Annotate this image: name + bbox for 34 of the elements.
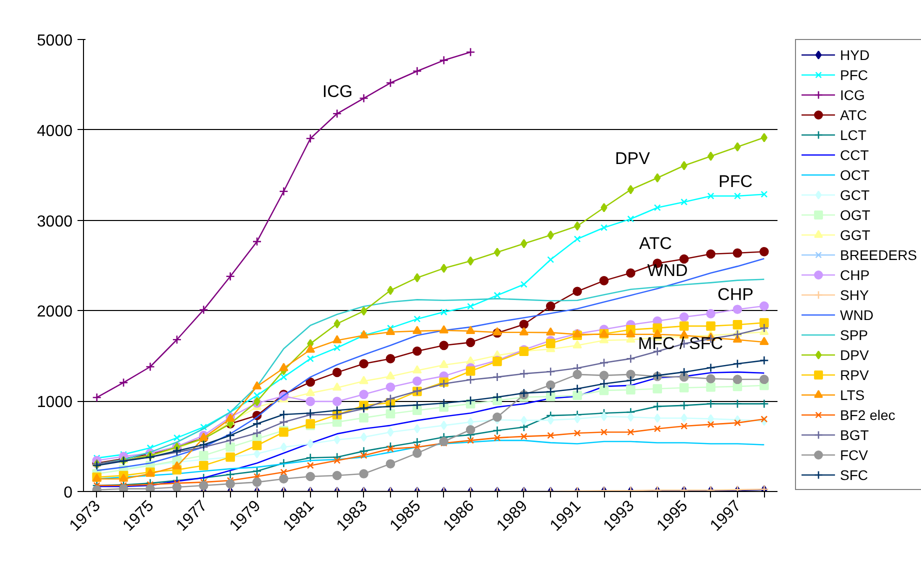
legend-label: BREEDERS: [840, 246, 918, 264]
legend-label: LTS: [840, 386, 865, 404]
legend-label: PFC: [840, 66, 868, 84]
legend-label: BGT: [840, 426, 869, 444]
legend-label: LCT: [840, 126, 866, 144]
legend-label: OGT: [840, 206, 870, 224]
annotation: ICG: [322, 82, 353, 101]
y-tick-label: 5000: [36, 32, 73, 50]
legend-label: SHY: [840, 286, 869, 304]
legend-label: ICG: [840, 86, 865, 104]
y-tick-label: 0: [64, 484, 73, 502]
legend-label: WND: [840, 306, 874, 324]
legend-label: GCT: [840, 186, 870, 204]
legend-label: CCT: [840, 146, 869, 164]
legend-label: HYD: [840, 46, 870, 64]
annotation: ATC: [639, 234, 672, 253]
legend-label: DPV: [840, 346, 869, 364]
y-tick-label: 4000: [36, 122, 73, 140]
legend-label: GGT: [840, 226, 870, 244]
annotation: DPV: [615, 149, 651, 168]
legend-label: FCV: [840, 446, 868, 464]
annotation: WND: [647, 261, 688, 280]
legend-label: BF2 elec: [840, 406, 896, 424]
annotation: PFC: [718, 172, 752, 191]
y-tick-label: 2000: [36, 304, 73, 321]
legend-label: SPP: [840, 326, 868, 344]
annotation: CHP: [718, 285, 754, 304]
legend-label: RPV: [840, 366, 869, 384]
legend-label: CHP: [840, 266, 870, 284]
legend-label: SFC: [840, 466, 868, 484]
y-tick-label: 3000: [36, 213, 73, 230]
legend-label: OCT: [840, 166, 870, 184]
legend-label: ATC: [840, 106, 867, 124]
y-tick-label: 1000: [36, 394, 73, 412]
